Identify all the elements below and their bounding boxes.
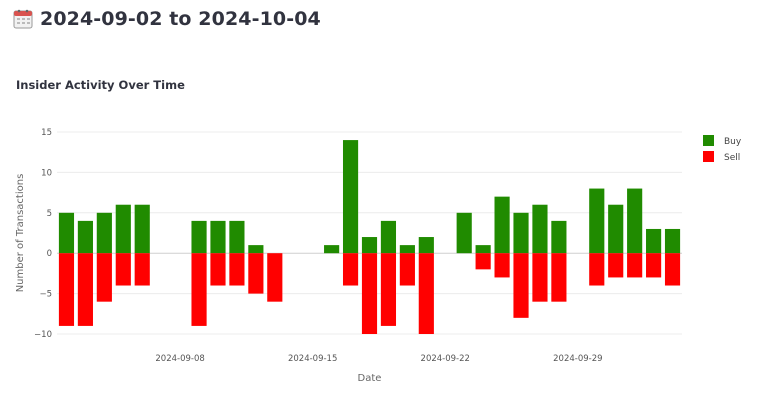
sell-bar[interactable] — [664, 253, 681, 286]
sell-bar[interactable] — [361, 253, 378, 334]
buy-bar[interactable] — [380, 220, 397, 254]
buy-bar[interactable] — [134, 204, 150, 254]
buy-bar[interactable] — [361, 237, 378, 254]
buy-bar[interactable] — [589, 188, 605, 254]
buy-bar[interactable] — [494, 196, 510, 254]
buy-bar[interactable] — [513, 212, 529, 254]
legend-label-buy[interactable]: Buy — [724, 137, 742, 147]
x-tick-label: 2024-09-15 — [288, 354, 337, 364]
buy-bar[interactable] — [248, 245, 264, 254]
sell-bar[interactable] — [475, 253, 491, 270]
sell-bar[interactable] — [494, 253, 510, 278]
x-axis-title: Date — [358, 373, 382, 384]
sell-bar[interactable] — [551, 253, 567, 302]
buy-bar[interactable] — [627, 188, 643, 254]
y-tick-label: 10 — [41, 168, 52, 178]
buy-bar[interactable] — [664, 228, 681, 254]
buy-bar[interactable] — [418, 237, 434, 254]
y-tick-label: 0 — [47, 249, 52, 259]
sell-bar[interactable] — [532, 253, 548, 302]
buy-bar[interactable] — [210, 220, 226, 254]
sell-bar[interactable] — [267, 253, 283, 302]
sell-bar[interactable] — [608, 253, 624, 278]
legend-swatch-buy[interactable] — [703, 135, 714, 146]
sell-bar[interactable] — [210, 253, 226, 286]
buy-bar[interactable] — [532, 204, 548, 254]
sell-bar[interactable] — [627, 253, 643, 278]
y-tick-label: 5 — [47, 209, 52, 219]
x-tick-label: 2024-09-29 — [553, 354, 602, 364]
buy-bar[interactable] — [456, 212, 472, 254]
x-tick-label: 2024-09-08 — [155, 354, 204, 364]
sell-bar[interactable] — [380, 253, 397, 326]
buy-bar[interactable] — [342, 140, 359, 254]
sell-bar[interactable] — [399, 253, 415, 286]
sell-bar[interactable] — [134, 253, 150, 286]
sell-bar[interactable] — [513, 253, 529, 318]
buy-bar[interactable] — [399, 245, 415, 254]
legend-swatch-sell[interactable] — [703, 151, 714, 162]
buy-bar[interactable] — [475, 245, 491, 254]
buy-bar[interactable] — [58, 212, 75, 254]
chart-legend[interactable]: Buy Sell — [703, 135, 742, 163]
buy-bar[interactable] — [551, 220, 567, 254]
buy-bar[interactable] — [115, 204, 131, 254]
y-tick-label: 15 — [41, 128, 52, 138]
sell-bar[interactable] — [58, 253, 75, 326]
x-tick-label: 2024-09-22 — [421, 354, 470, 364]
sell-bar[interactable] — [229, 253, 245, 286]
sell-bar[interactable] — [418, 253, 434, 334]
sell-bar[interactable] — [646, 253, 662, 278]
buy-bar[interactable] — [77, 220, 93, 254]
sell-bar[interactable] — [248, 253, 264, 294]
x-axis-ticks: 2024-09-08 2024-09-15 2024-09-22 2024-09-29 — [155, 354, 602, 364]
page-title: 2024-09-02 to 2024-10-04 — [40, 8, 321, 30]
chart-bars[interactable] — [58, 140, 681, 334]
y-tick-label: −10 — [34, 330, 52, 340]
calendar-icon — [12, 8, 34, 30]
buy-bar[interactable] — [191, 220, 207, 254]
sell-bar[interactable] — [115, 253, 131, 286]
chart-title: Insider Activity Over Time — [16, 78, 185, 92]
buy-bar[interactable] — [229, 220, 245, 254]
y-axis-ticks: 15 10 5 0 −5 −10 — [34, 128, 52, 340]
sell-bar[interactable] — [96, 253, 112, 302]
y-axis-title: Number of Transactions — [15, 174, 26, 293]
buy-bar[interactable] — [96, 212, 112, 254]
buy-bar[interactable] — [608, 204, 624, 254]
legend-label-sell[interactable]: Sell — [724, 153, 740, 163]
y-tick-label: −5 — [39, 290, 52, 300]
buy-bar[interactable] — [324, 245, 340, 254]
sell-bar[interactable] — [77, 253, 93, 326]
page-header: 2024-09-02 to 2024-10-04 — [12, 8, 321, 30]
sell-bar[interactable] — [342, 253, 359, 286]
sell-bar[interactable] — [589, 253, 605, 286]
buy-bar[interactable] — [646, 228, 662, 254]
sell-bar[interactable] — [191, 253, 207, 326]
